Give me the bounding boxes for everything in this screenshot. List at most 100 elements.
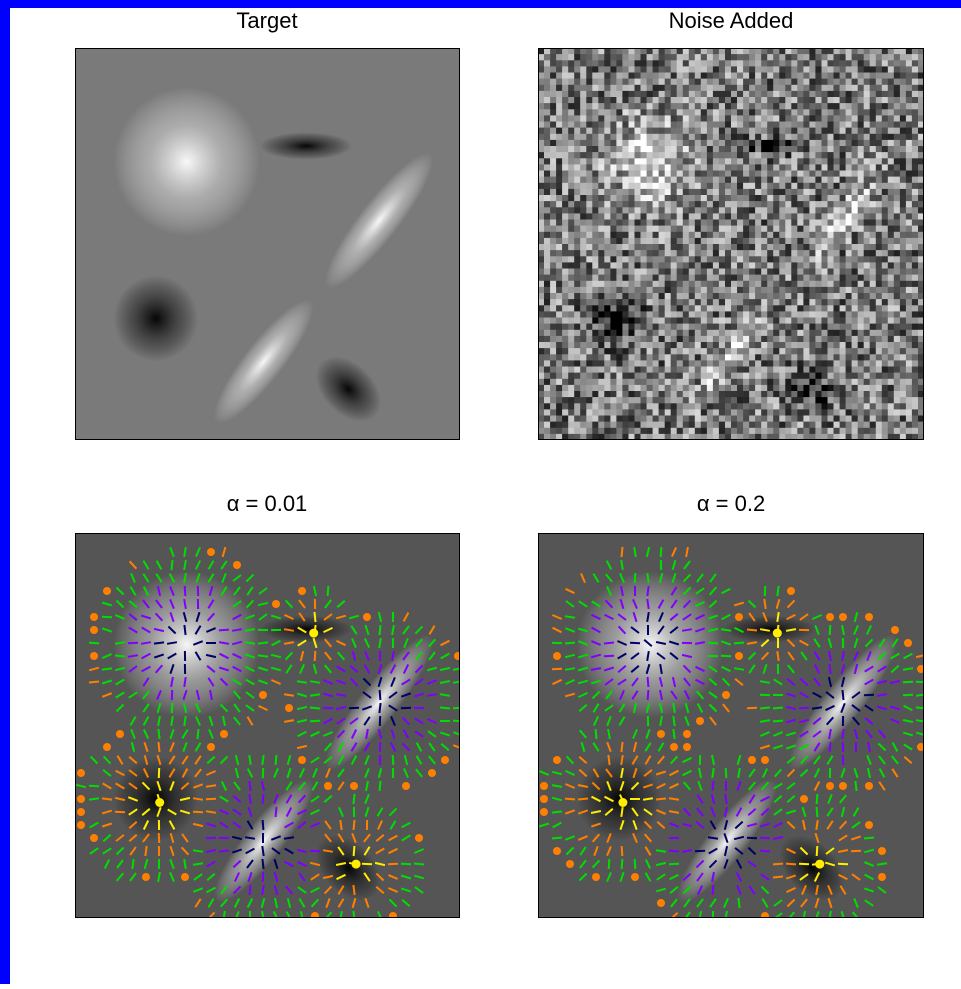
- noise-pixel: [894, 373, 900, 380]
- noise-pixel: [629, 269, 635, 276]
- noise-pixel: [629, 244, 635, 251]
- noise-pixel: [568, 269, 574, 276]
- noise-pixel: [562, 416, 568, 423]
- noise-pixel: [906, 391, 912, 398]
- noise-pixel: [822, 342, 828, 349]
- noise-pixel: [641, 79, 647, 86]
- noise-pixel: [598, 146, 604, 153]
- noise-pixel: [749, 391, 755, 398]
- noise-pixel: [647, 66, 653, 73]
- noise-pixel: [707, 422, 713, 429]
- noise-pixel: [665, 250, 671, 257]
- marker-dot: [566, 860, 574, 868]
- noise-pixel: [749, 91, 755, 98]
- noise-pixel: [544, 422, 550, 429]
- noise-pixel: [622, 244, 628, 251]
- noise-pixel: [574, 122, 580, 129]
- noise-pixel: [755, 403, 761, 410]
- noise-pixel: [647, 318, 653, 325]
- noise-pixel: [737, 281, 743, 288]
- noise-pixel: [544, 324, 550, 331]
- noise-pixel: [580, 262, 586, 269]
- noise-pixel: [568, 293, 574, 300]
- noise-pixel: [876, 164, 882, 171]
- noise-pixel: [641, 213, 647, 220]
- noise-pixel: [713, 397, 719, 404]
- noise-pixel: [773, 97, 779, 104]
- noise-pixel: [828, 397, 834, 404]
- noise-pixel: [852, 379, 858, 386]
- noise-pixel: [586, 403, 592, 410]
- vector-arrow: [249, 781, 250, 791]
- noise-pixel: [809, 85, 815, 92]
- noise-pixel: [695, 66, 701, 73]
- noise-pixel: [755, 348, 761, 355]
- noise-pixel: [906, 109, 912, 116]
- noise-pixel: [797, 379, 803, 386]
- noise-pixel: [900, 379, 906, 386]
- noise-pixel: [797, 140, 803, 147]
- noise-pixel: [761, 97, 767, 104]
- noise-pixel: [803, 403, 809, 410]
- noise-pixel: [622, 262, 628, 269]
- noise-pixel: [864, 342, 870, 349]
- noise-pixel: [550, 103, 556, 110]
- noise-pixel: [610, 122, 616, 129]
- noise-pixel: [586, 342, 592, 349]
- noise-pixel: [876, 403, 882, 410]
- noise-pixel: [882, 158, 888, 165]
- noise-pixel: [906, 250, 912, 257]
- noise-pixel: [797, 183, 803, 190]
- noise-pixel: [671, 324, 677, 331]
- noise-pixel: [858, 385, 864, 392]
- noise-pixel: [870, 152, 876, 159]
- noise-pixel: [725, 250, 731, 257]
- noise-pixel: [834, 220, 840, 227]
- noise-pixel: [852, 183, 858, 190]
- noise-pixel: [659, 73, 665, 80]
- marker-dot: [540, 808, 548, 816]
- vector-arrow: [440, 708, 450, 709]
- noise-pixel: [858, 232, 864, 239]
- noise-pixel: [695, 189, 701, 196]
- noise-pixel: [725, 183, 731, 190]
- noise-pixel: [900, 256, 906, 263]
- noise-pixel: [815, 85, 821, 92]
- noise-pixel: [677, 409, 683, 416]
- noise-pixel: [562, 220, 568, 227]
- noise-pixel: [900, 213, 906, 220]
- noise-pixel: [834, 416, 840, 423]
- noise-pixel: [647, 171, 653, 178]
- noise-pixel: [749, 60, 755, 67]
- noise-pixel: [677, 122, 683, 129]
- noise-pixel: [755, 122, 761, 129]
- noise-pixel: [568, 66, 574, 73]
- noise-pixel: [779, 250, 785, 257]
- noise-pixel: [870, 397, 876, 404]
- panel-title: α = 0.01: [227, 491, 308, 516]
- noise-pixel: [791, 348, 797, 355]
- noise-pixel: [622, 342, 628, 349]
- noise-pixel: [773, 409, 779, 416]
- noise-pixel: [580, 244, 586, 251]
- noise-pixel: [815, 293, 821, 300]
- noise-pixel: [797, 226, 803, 233]
- noise-pixel: [659, 146, 665, 153]
- noise-pixel: [852, 330, 858, 337]
- noise-pixel: [876, 91, 882, 98]
- noise-pixel: [785, 293, 791, 300]
- noise-pixel: [761, 342, 767, 349]
- noise-pixel: [761, 348, 767, 355]
- noise-pixel: [665, 409, 671, 416]
- noise-pixel: [785, 385, 791, 392]
- noise-pixel: [707, 220, 713, 227]
- noise-pixel: [677, 348, 683, 355]
- noise-pixel: [785, 91, 791, 98]
- noise-pixel: [677, 128, 683, 135]
- noise-pixel: [779, 189, 785, 196]
- noise-pixel: [828, 238, 834, 245]
- noise-pixel: [900, 146, 906, 153]
- noise-pixel: [665, 115, 671, 122]
- noise-pixel: [586, 115, 592, 122]
- noise-pixel: [822, 379, 828, 386]
